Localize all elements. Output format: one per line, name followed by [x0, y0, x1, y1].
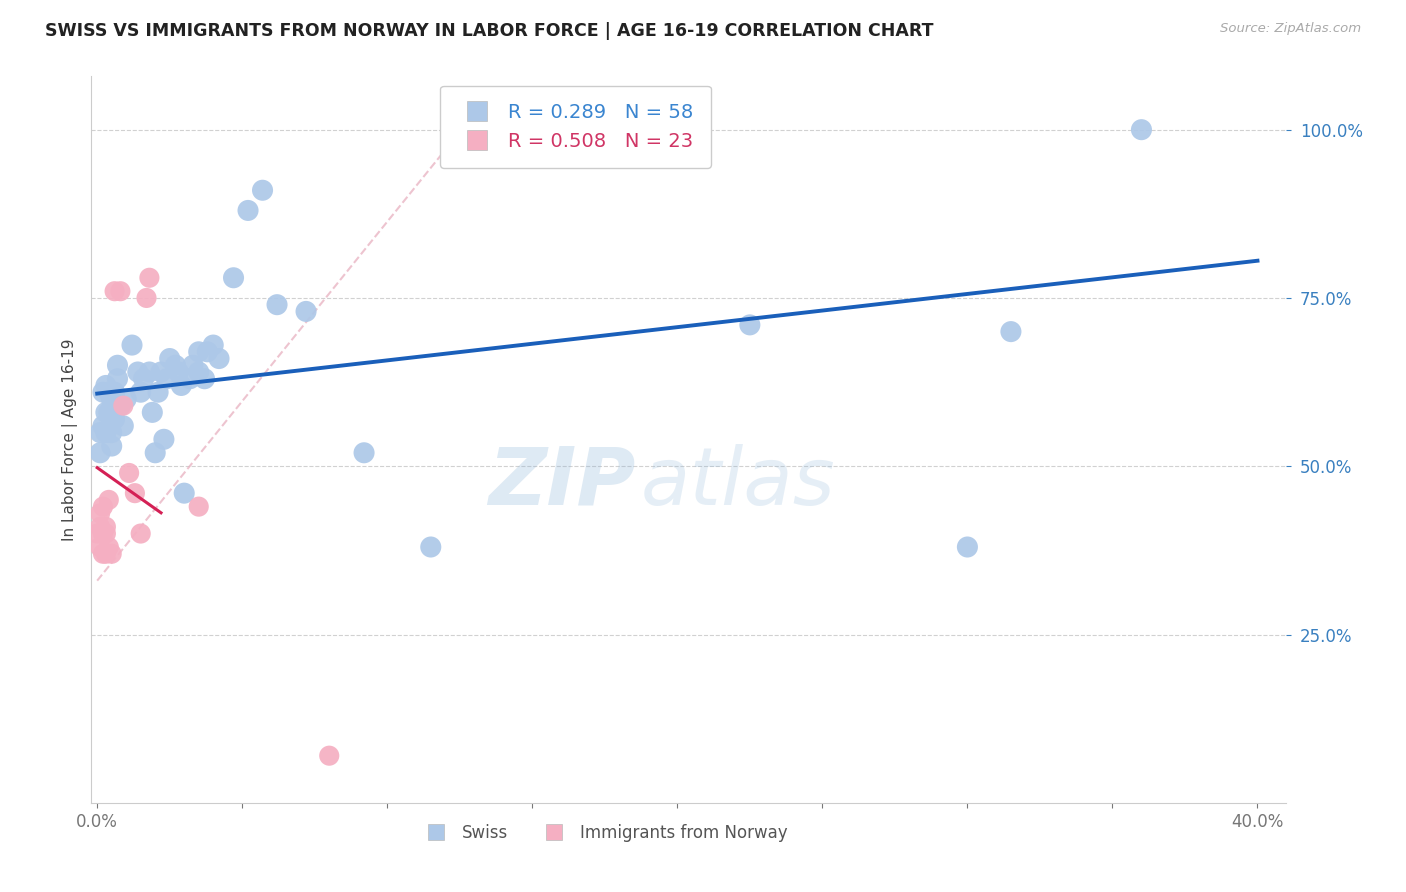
Point — [107, 358, 129, 372]
Point — [236, 203, 259, 218]
Point — [156, 372, 179, 386]
Point — [94, 405, 117, 419]
Point — [91, 418, 114, 433]
Point — [295, 304, 318, 318]
Point — [94, 526, 117, 541]
Point — [104, 392, 127, 406]
Point — [318, 748, 340, 763]
Point — [110, 399, 132, 413]
Point — [419, 540, 441, 554]
Point — [187, 365, 209, 379]
Point — [127, 365, 149, 379]
Point — [100, 439, 122, 453]
Point — [146, 385, 169, 400]
Point — [202, 338, 225, 352]
Point — [222, 270, 245, 285]
Point — [97, 385, 120, 400]
Point — [100, 392, 122, 406]
Point — [159, 351, 181, 366]
Text: ZIP: ZIP — [488, 444, 636, 522]
Point — [89, 446, 111, 460]
Point — [138, 270, 160, 285]
Point — [141, 405, 163, 419]
Point — [197, 344, 219, 359]
Point — [91, 547, 114, 561]
Text: atlas: atlas — [641, 444, 837, 522]
Point — [135, 291, 157, 305]
Point — [112, 399, 135, 413]
Point — [91, 385, 114, 400]
Y-axis label: In Labor Force | Age 16-19: In Labor Force | Age 16-19 — [62, 338, 77, 541]
Point — [118, 466, 141, 480]
Point — [150, 365, 173, 379]
Point — [94, 425, 117, 440]
Point — [112, 418, 135, 433]
Point — [1000, 325, 1022, 339]
Point — [187, 500, 209, 514]
Point — [100, 412, 122, 426]
Point — [252, 183, 274, 197]
Point — [193, 372, 215, 386]
Point — [97, 540, 120, 554]
Point — [956, 540, 979, 554]
Point — [89, 540, 111, 554]
Point — [129, 526, 152, 541]
Point — [94, 520, 117, 534]
Point — [167, 365, 190, 379]
Text: SWISS VS IMMIGRANTS FROM NORWAY IN LABOR FORCE | AGE 16-19 CORRELATION CHART: SWISS VS IMMIGRANTS FROM NORWAY IN LABOR… — [45, 22, 934, 40]
Point — [86, 526, 108, 541]
Point — [115, 392, 138, 406]
Point — [129, 385, 152, 400]
Point — [165, 358, 187, 372]
Legend: Swiss, Immigrants from Norway: Swiss, Immigrants from Norway — [416, 818, 794, 849]
Point — [179, 372, 201, 386]
Point — [91, 526, 114, 541]
Point — [143, 446, 166, 460]
Point — [100, 547, 122, 561]
Point — [738, 318, 761, 332]
Point — [100, 392, 122, 406]
Point — [89, 507, 111, 521]
Point — [173, 486, 195, 500]
Point — [1130, 122, 1153, 136]
Point — [110, 284, 132, 298]
Point — [91, 500, 114, 514]
Point — [132, 372, 155, 386]
Point — [94, 378, 117, 392]
Point — [138, 365, 160, 379]
Point — [97, 492, 120, 507]
Point — [187, 344, 209, 359]
Point — [266, 298, 288, 312]
Point — [100, 425, 122, 440]
Point — [593, 122, 616, 136]
Point — [121, 338, 143, 352]
Point — [170, 378, 193, 392]
Point — [89, 520, 111, 534]
Point — [97, 405, 120, 419]
Point — [94, 547, 117, 561]
Text: Source: ZipAtlas.com: Source: ZipAtlas.com — [1220, 22, 1361, 36]
Point — [104, 412, 127, 426]
Point — [107, 372, 129, 386]
Point — [104, 284, 127, 298]
Point — [181, 358, 204, 372]
Point — [89, 425, 111, 440]
Point — [124, 486, 146, 500]
Point — [153, 432, 176, 446]
Point — [353, 446, 375, 460]
Point — [208, 351, 231, 366]
Point — [104, 385, 127, 400]
